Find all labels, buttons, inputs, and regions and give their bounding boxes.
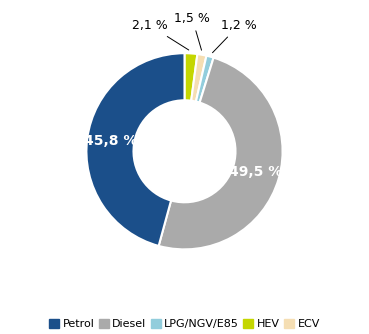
Text: 45,8 %: 45,8 % [84, 134, 137, 148]
Text: 2,1 %: 2,1 % [132, 19, 189, 50]
Text: 1,5 %: 1,5 % [175, 12, 210, 50]
Wedge shape [159, 58, 283, 249]
Wedge shape [191, 54, 207, 102]
Text: 1,2 %: 1,2 % [213, 19, 256, 53]
Legend: Petrol, Diesel, LPG/NGV/E85, HEV, ECV: Petrol, Diesel, LPG/NGV/E85, HEV, ECV [45, 314, 324, 334]
Wedge shape [196, 56, 214, 103]
Text: 49,5 %: 49,5 % [230, 165, 283, 179]
Wedge shape [86, 53, 184, 246]
Wedge shape [184, 53, 197, 101]
